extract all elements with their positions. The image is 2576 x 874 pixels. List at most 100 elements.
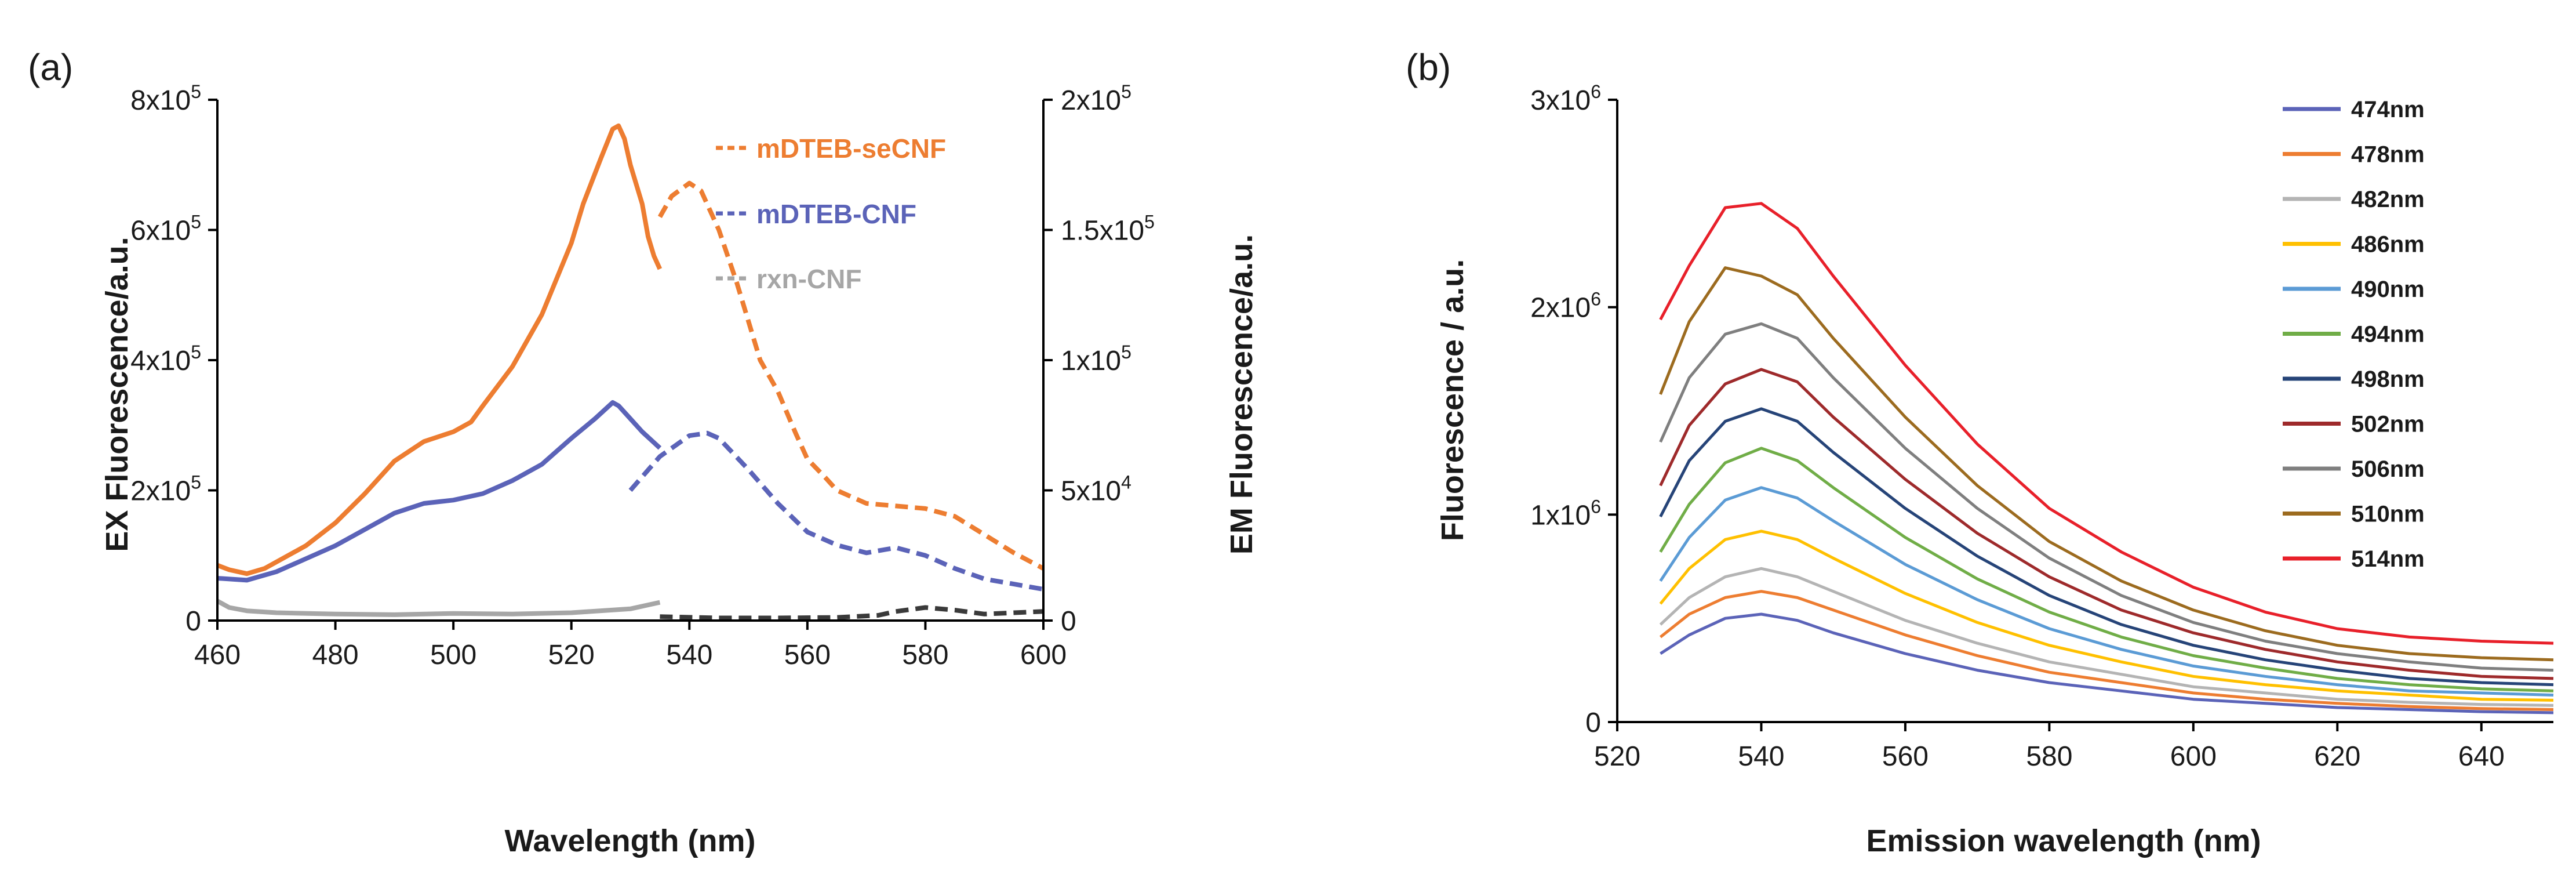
x-tick-label: 640 [2458, 741, 2505, 772]
y-tick-label-base: 6x10 [130, 216, 191, 246]
x-tick-label: 600 [1020, 640, 1067, 670]
series-line-490nm [1659, 486, 2554, 697]
legend-label-mdteb-secnf: mDTEB-seCNF [756, 133, 946, 164]
y-tick-label: 6x105 [130, 212, 201, 246]
legend-label-478nm: 478nm [2351, 142, 2425, 168]
y-tick-label-exponent: 6 [1591, 289, 1601, 310]
x-tick-label: 500 [430, 640, 476, 670]
y2-tick-label-base: 0 [1061, 606, 1076, 637]
series-line-478nm [1659, 590, 2554, 711]
legend-label-482nm: 482nm [2351, 187, 2425, 212]
panel-b-label: (b) [1406, 46, 1451, 88]
y2-tick-label: 5x104 [1061, 472, 1131, 507]
panel-a-x-ticks: 460 480 500 520 540 560 580 600 [194, 621, 1067, 670]
y-tick-label: 0 [185, 606, 201, 637]
panel-a-y-axis-title: EX Fluorescence/a.u. [100, 237, 134, 552]
y-tick-label-base: 0 [185, 606, 201, 637]
series-line-486nm [1659, 530, 2554, 702]
y2-tick-label-exponent: 5 [1121, 342, 1131, 362]
y2-tick-label: 1x105 [1061, 342, 1131, 376]
legend-label-486nm: 486nm [2351, 232, 2425, 258]
legend-label-502nm: 502nm [2351, 412, 2425, 437]
y-tick-label-base: 2x10 [1530, 293, 1591, 324]
y-tick-label-exponent: 5 [191, 342, 201, 362]
series-line-rxn-cnf-excitation [216, 599, 661, 617]
panel-b: (b) 520 540 560 580 600 620 640 01x1062x1063x1… [1406, 46, 2554, 858]
y2-tick-label-base: 1.5x10 [1061, 216, 1144, 246]
series-line-506nm [1659, 322, 2554, 672]
y2-tick-label-exponent: 4 [1121, 472, 1131, 493]
legend-label-494nm: 494nm [2351, 322, 2425, 347]
y-tick-label-exponent: 5 [191, 81, 201, 102]
x-tick-label: 520 [1594, 741, 1640, 772]
legend-label-506nm: 506nm [2351, 456, 2425, 482]
series-line-mdteb-cnf-emission [628, 430, 1044, 592]
y-tick-label: 8x105 [130, 81, 201, 116]
series-line-502nm [1659, 368, 2554, 680]
series-line-494nm [1659, 447, 2554, 692]
series-line-mdteb-secnf-excitation [216, 123, 663, 576]
legend-label-rxn-cnf: rxn-CNF [756, 264, 861, 294]
series-line-mdteb-secnf-emission [657, 180, 1045, 571]
series-line-474nm [1660, 612, 2554, 715]
panel-a: (a) 460 480 500 520 540 560 580 600 02x1054x105… [28, 46, 1259, 858]
y-tick-label: 4x105 [130, 342, 201, 376]
series-line-510nm [1659, 266, 2554, 662]
x-tick-label: 540 [1738, 741, 1784, 772]
legend-label-510nm: 510nm [2351, 502, 2425, 527]
series-line-498nm [1659, 407, 2554, 687]
panel-b-y-axis-title: Fluorescence / a.u. [1435, 259, 1470, 541]
panel-a-y2-axis-title: EM Fluorescence/a.u. [1224, 234, 1259, 554]
y-tick-label-exponent: 5 [191, 472, 201, 493]
y-tick-label-exponent: 5 [191, 212, 201, 233]
y-tick-label-base: 1x10 [1530, 500, 1591, 531]
x-tick-label: 620 [2314, 741, 2360, 772]
y2-tick-label-base: 5x10 [1061, 476, 1121, 507]
y2-tick-label: 2x105 [1061, 81, 1131, 116]
y-tick-label: 2x105 [130, 472, 201, 507]
series-line-482nm [1659, 567, 2554, 707]
y-tick-label-base: 4x10 [130, 346, 191, 376]
panel-a-x-axis-title: Wavelength (nm) [504, 824, 755, 858]
y2-tick-label-exponent: 5 [1144, 212, 1155, 233]
y-tick-label: 0 [1585, 708, 1601, 738]
legend-label-490nm: 490nm [2351, 277, 2425, 302]
x-tick-label: 560 [1882, 741, 1929, 772]
panel-a-label: (a) [28, 46, 73, 88]
panel-b-x-axis-title: Emission wavelength (nm) [1866, 824, 2261, 858]
series-line-mdteb-cnf-excitation [217, 400, 662, 583]
legend-label-514nm: 514nm [2351, 546, 2425, 572]
y2-tick-label-base: 2x10 [1061, 85, 1121, 116]
y-tick-label-base: 3x10 [1530, 85, 1591, 116]
x-tick-label: 520 [548, 640, 595, 670]
y2-tick-label-exponent: 5 [1121, 81, 1131, 102]
y-tick-label: 2x106 [1530, 289, 1601, 324]
series-line-rxn-cnf-emission [660, 605, 1044, 621]
y2-tick-label: 0 [1061, 606, 1076, 637]
panel-b-series-group [1659, 202, 2554, 715]
y2-tick-label-base: 1x10 [1061, 346, 1121, 376]
y-tick-label: 1x106 [1530, 496, 1601, 531]
y-tick-label-exponent: 6 [1591, 81, 1601, 102]
panel-b-x-ticks: 520 540 560 580 600 620 640 [1594, 722, 2505, 772]
y-tick-label-exponent: 6 [1591, 496, 1601, 517]
legend-label-474nm: 474nm [2351, 97, 2425, 122]
panel-a-series-group [216, 123, 1045, 621]
y-tick-label: 3x106 [1530, 81, 1601, 116]
series-line-514nm [1659, 202, 2554, 645]
y2-tick-label: 1.5x105 [1061, 212, 1155, 246]
x-tick-label: 580 [902, 640, 948, 670]
y-tick-label-base: 8x10 [130, 85, 191, 116]
x-tick-label: 480 [312, 640, 359, 670]
x-tick-label: 580 [2026, 741, 2072, 772]
panel-a-legend: mDTEB-seCNF mDTEB-CNF rxn-CNF [716, 133, 946, 294]
y-tick-label-base: 2x10 [130, 476, 191, 507]
panel-b-legend: 474nm 478nm 482nm 486nm 490nm 494nm 498nm 502nm… [2283, 97, 2425, 572]
legend-label-498nm: 498nm [2351, 367, 2425, 392]
y-tick-label-base: 0 [1585, 708, 1601, 738]
x-tick-label: 600 [2170, 741, 2217, 772]
